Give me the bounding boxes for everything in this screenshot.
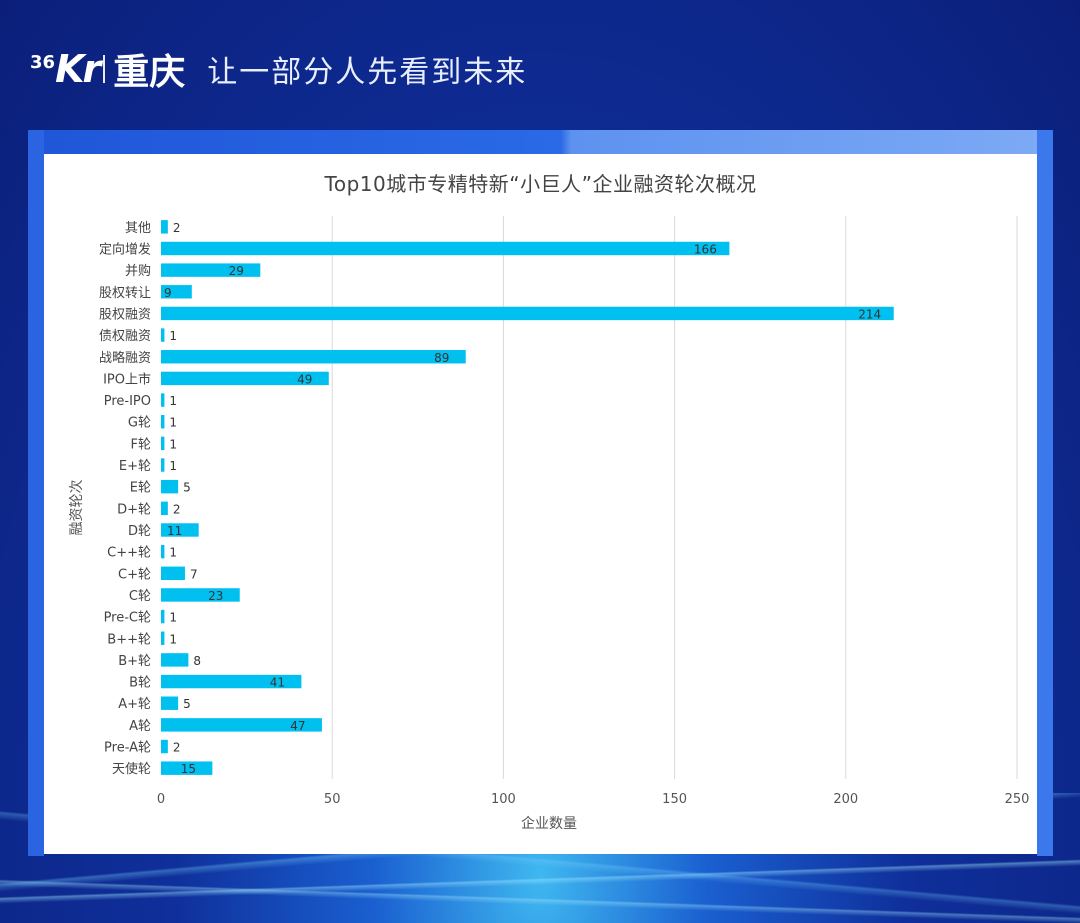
bar (161, 263, 261, 277)
value-label: 29 (229, 264, 244, 278)
value-label: 7 (190, 567, 198, 581)
category-label: B++轮 (107, 632, 151, 647)
value-label: 11 (167, 524, 182, 538)
value-label: 1 (169, 416, 177, 430)
x-tick-label: 250 (1005, 792, 1030, 807)
category-label: D+轮 (117, 502, 151, 517)
value-label: 1 (169, 437, 177, 451)
bar (161, 350, 466, 364)
bar (161, 220, 168, 234)
category-label: 股权融资 (99, 306, 151, 322)
bar (161, 631, 165, 645)
category-label: E轮 (130, 481, 151, 496)
x-tick-label: 100 (491, 792, 516, 807)
bar (161, 588, 240, 602)
bar (161, 653, 189, 667)
bar (161, 761, 213, 775)
value-label: 214 (858, 307, 881, 321)
x-tick-label: 150 (662, 792, 687, 807)
value-label: 15 (181, 762, 196, 776)
value-label: 8 (193, 654, 201, 668)
bar (161, 393, 165, 407)
category-label: Pre-IPO (104, 394, 151, 409)
bar (161, 696, 179, 710)
value-label: 2 (173, 221, 181, 235)
bar (161, 544, 165, 559)
bar (161, 739, 168, 754)
slogan: 让一部分人先看到未来 (207, 55, 528, 90)
value-label: 166 (694, 242, 717, 256)
city-name: 重庆 (113, 52, 186, 93)
logo-divider (103, 55, 106, 83)
category-label: A+轮 (118, 697, 151, 712)
chart-panel: Top10城市专精特新“小巨人”企业融资轮次概况 0 50 100 150 200 250… (44, 154, 1037, 854)
value-label: 5 (183, 697, 191, 711)
logo: 36Kr (30, 47, 101, 91)
chart-title: Top10城市专精特新“小巨人”企业融资轮次概况 (324, 172, 757, 196)
frame-left (28, 130, 44, 856)
value-label: 41 (270, 676, 285, 690)
category-label: E+轮 (119, 459, 151, 474)
bar (161, 609, 165, 624)
value-label: 2 (173, 502, 181, 516)
category-label: D轮 (128, 524, 151, 539)
category-label: Pre-A轮 (104, 741, 151, 756)
bar (161, 523, 199, 537)
value-label: 49 (297, 372, 312, 386)
category-label: C++轮 (107, 546, 151, 561)
category-label: 股权转让 (99, 285, 151, 301)
value-label: 89 (434, 351, 449, 365)
x-tick-label: 200 (833, 792, 858, 807)
bar (161, 479, 179, 494)
category-label: C+轮 (118, 567, 151, 582)
bar (161, 436, 165, 451)
category-label: 天使轮 (112, 761, 151, 777)
x-tick-label: 50 (324, 792, 341, 807)
value-label: 1 (169, 546, 177, 560)
bar (161, 458, 165, 472)
value-label: 2 (173, 741, 181, 755)
category-label: C轮 (129, 589, 151, 604)
value-label: 1 (169, 611, 177, 625)
value-label: 47 (290, 719, 305, 733)
value-label: 1 (169, 394, 177, 408)
bar (161, 306, 894, 321)
bar (161, 371, 329, 386)
category-label: 定向增发 (99, 241, 151, 257)
category-label: 债权融资 (99, 328, 151, 344)
bar (161, 328, 165, 342)
value-label: 23 (208, 589, 223, 603)
category-label: A轮 (129, 719, 151, 734)
category-label: F轮 (131, 437, 151, 452)
category-label: B轮 (129, 676, 151, 691)
bar (161, 285, 192, 299)
y-axis-title: 融资轮次 (69, 480, 85, 536)
bar (161, 414, 165, 429)
value-label: 1 (169, 632, 177, 646)
value-label: 1 (169, 459, 177, 473)
value-label: 9 (164, 286, 172, 300)
frame-top-bar (28, 130, 1053, 154)
bar (161, 566, 185, 581)
bar (161, 674, 302, 689)
bar (161, 241, 730, 256)
category-label: 其他 (125, 221, 151, 236)
category-label: 战略融资 (99, 350, 151, 366)
frame-right (1037, 130, 1053, 856)
value-label: 5 (183, 481, 191, 495)
value-label: 1 (169, 329, 177, 343)
category-label: 并购 (125, 263, 151, 279)
category-label: G轮 (128, 416, 151, 431)
bar (161, 718, 322, 732)
x-axis-title: 企业数量 (521, 815, 577, 832)
x-tick-label: 0 (157, 792, 165, 807)
category-label: IPO上市 (103, 371, 151, 387)
category-label: Pre-C轮 (104, 611, 151, 626)
bar (161, 501, 168, 516)
header: 36Kr 重庆 让一部分人先看到未来 (30, 44, 527, 94)
category-label: B+轮 (118, 654, 151, 669)
